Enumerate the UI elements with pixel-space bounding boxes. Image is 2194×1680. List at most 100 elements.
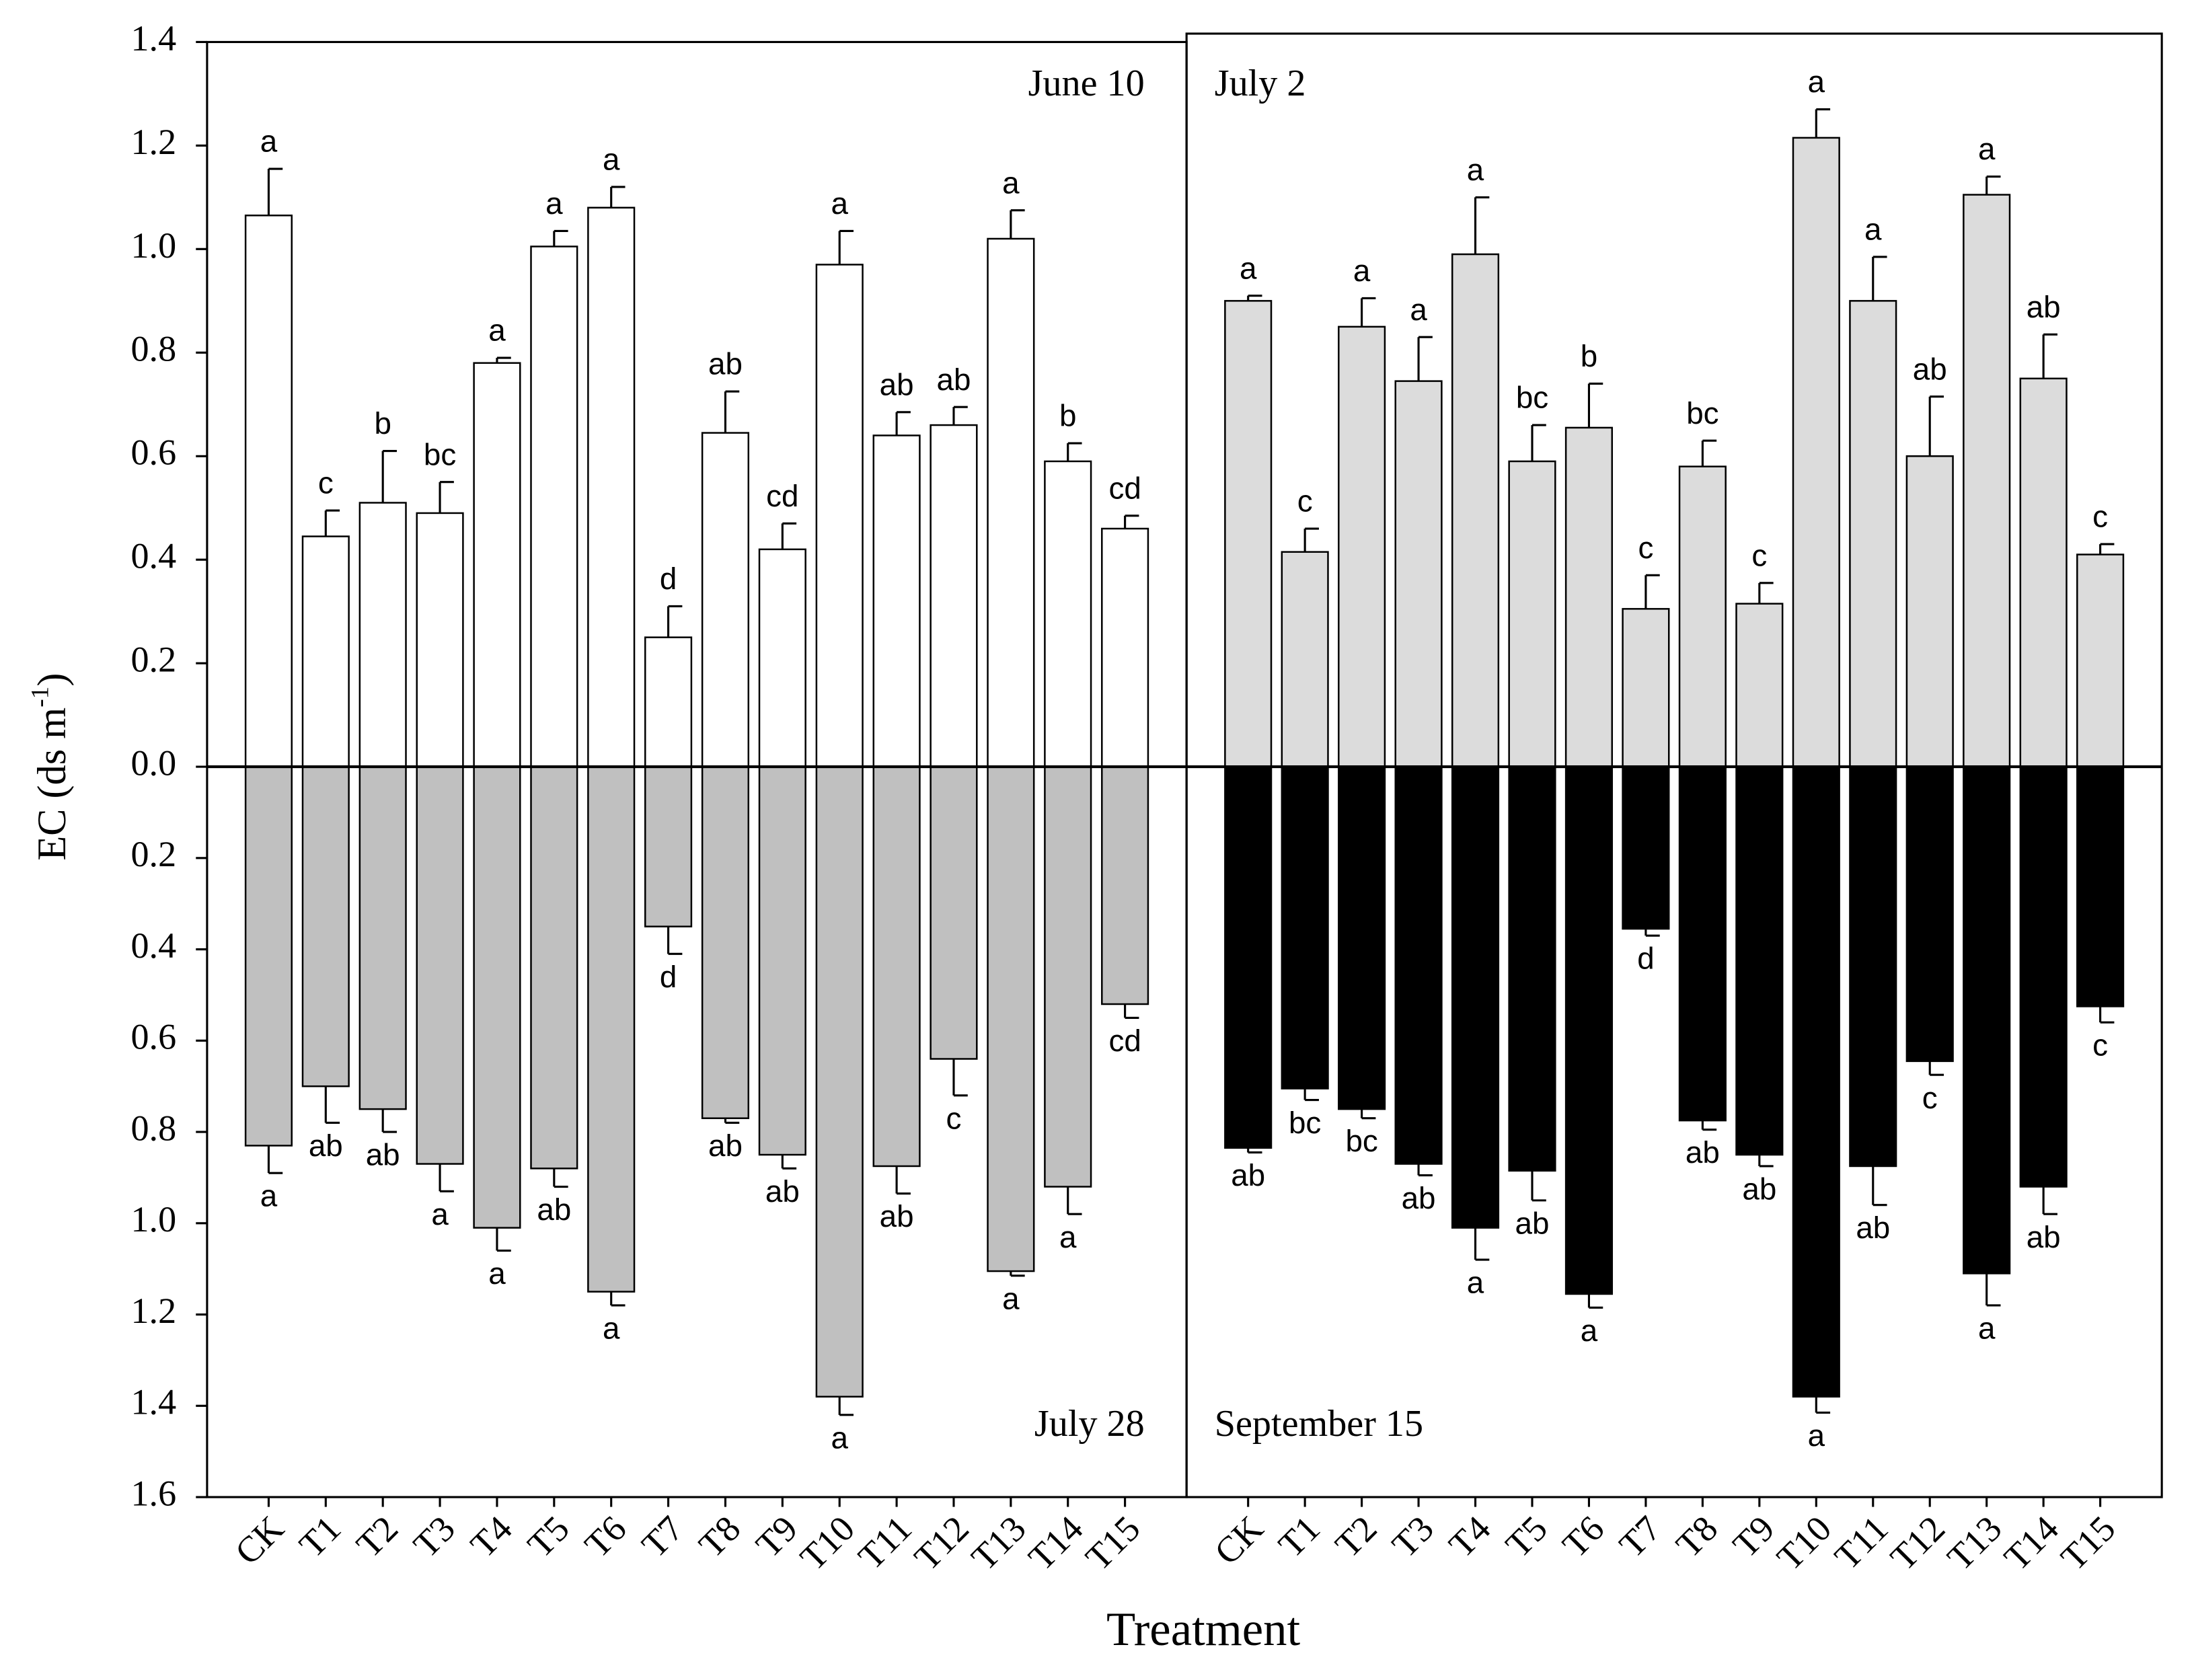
significance-letter: d xyxy=(660,562,677,596)
x-tick-label: T9 xyxy=(748,1508,805,1565)
x-tick-label: T12 xyxy=(1883,1508,1953,1578)
bar xyxy=(244,215,293,768)
x-tick-label: T13 xyxy=(964,1508,1034,1578)
x-tick-label: T2 xyxy=(348,1508,406,1565)
bar xyxy=(758,765,806,1156)
x-tick-label: CK xyxy=(1207,1508,1271,1572)
bar xyxy=(758,548,806,768)
y-axis-label-part: ) xyxy=(30,673,75,686)
significance-letter: c xyxy=(1638,531,1653,565)
significance-letter: ab xyxy=(708,347,743,381)
bar xyxy=(1044,765,1092,1188)
x-tick-label: T10 xyxy=(1769,1508,1839,1578)
x-tick-label: CK xyxy=(227,1508,292,1572)
significance-letter: cd xyxy=(1108,471,1141,505)
x-tick-label: T13 xyxy=(1940,1508,2010,1578)
bar xyxy=(530,765,578,1170)
panel-title: September 15 xyxy=(1215,1403,1423,1445)
y2-tick-label: 0.6 xyxy=(131,1017,177,1057)
significance-letter: bc xyxy=(1345,1124,1377,1158)
x-tick-label: T7 xyxy=(634,1508,691,1565)
y-axis-label-sup: -1 xyxy=(26,687,54,708)
significance-letter: a xyxy=(545,186,563,221)
significance-letter: ab xyxy=(1515,1206,1550,1240)
bar xyxy=(1735,765,1784,1156)
bar xyxy=(1224,765,1273,1149)
y-tick-label: 1.0 xyxy=(131,225,177,266)
bar xyxy=(1281,765,1329,1090)
significance-letter: cd xyxy=(766,479,798,513)
significance-letter: a xyxy=(1002,165,1020,200)
bar xyxy=(416,512,464,768)
significance-letter: a xyxy=(1808,1418,1825,1453)
panel-title: July 2 xyxy=(1215,63,1306,104)
bar xyxy=(358,502,407,768)
significance-letter: ab xyxy=(1231,1158,1265,1192)
significance-letter: ab xyxy=(537,1192,571,1227)
y2-tick-label: 1.0 xyxy=(131,1199,177,1239)
x-tick-label: T14 xyxy=(1021,1508,1091,1578)
y-tick-label: 0.4 xyxy=(131,536,177,576)
bar xyxy=(1963,765,2011,1274)
significance-letter: a xyxy=(1002,1281,1020,1315)
bar xyxy=(1101,765,1149,1005)
significance-letter: ab xyxy=(309,1129,343,1163)
significance-letter: a xyxy=(1978,132,1996,166)
significance-letter: ab xyxy=(1402,1181,1436,1215)
significance-letter: a xyxy=(1581,1313,1598,1348)
bar xyxy=(1508,460,1556,768)
y-axis-label: EC (ds m-1) xyxy=(26,673,75,860)
significance-letter: cd xyxy=(1108,1024,1141,1058)
bar xyxy=(1564,426,1614,768)
significance-letter: c xyxy=(2092,500,2108,534)
y-tick-label: 1.2 xyxy=(131,122,177,162)
bar xyxy=(1678,465,1727,768)
x-tick-label: T5 xyxy=(1498,1508,1555,1565)
bar xyxy=(1792,765,1840,1398)
significance-letter: ab xyxy=(1913,352,1947,386)
y-tick-label: 0.6 xyxy=(131,432,177,473)
significance-letter: a xyxy=(1978,1311,1996,1346)
bar xyxy=(301,535,350,768)
bar xyxy=(1044,460,1092,768)
significance-letter: bc xyxy=(424,437,456,471)
bar xyxy=(930,765,978,1060)
bar xyxy=(1394,765,1443,1165)
x-tick-label: T5 xyxy=(520,1508,577,1565)
panel-frame xyxy=(206,40,1188,1498)
bar xyxy=(815,765,864,1398)
x-tick-label: T1 xyxy=(1271,1508,1328,1565)
x-tick-label: T6 xyxy=(1554,1508,1612,1565)
significance-letter: a xyxy=(1240,251,1257,285)
significance-letter: a xyxy=(260,124,278,159)
x-tick-label: T12 xyxy=(907,1508,977,1578)
significance-letter: a xyxy=(1059,1220,1077,1254)
y-axis-label-part: EC (ds m xyxy=(30,708,75,861)
bar xyxy=(416,765,464,1165)
panel-title: June 10 xyxy=(1028,63,1145,104)
y2-tick-label: 0.2 xyxy=(131,834,177,874)
bar xyxy=(1451,765,1500,1229)
bar xyxy=(987,765,1035,1272)
bar xyxy=(1281,551,1329,768)
significance-letter: b xyxy=(1059,399,1076,433)
bar xyxy=(701,432,750,768)
bar xyxy=(358,765,407,1110)
bar xyxy=(2076,765,2125,1007)
bar xyxy=(2076,553,2125,768)
y-tick-label: 0.0 xyxy=(131,742,177,783)
significance-letter: a xyxy=(1467,1266,1484,1300)
y2-tick-label: 0.8 xyxy=(131,1108,177,1148)
bar xyxy=(872,765,921,1168)
significance-letter: a xyxy=(831,186,848,221)
significance-letter: c xyxy=(2092,1028,2108,1063)
bar xyxy=(1905,765,1954,1063)
significance-letter: a xyxy=(1353,254,1371,288)
significance-letter: bc xyxy=(1686,396,1718,430)
bar xyxy=(1338,765,1386,1110)
y2-tick-label: 1.6 xyxy=(131,1473,177,1513)
x-tick-label: T4 xyxy=(1441,1508,1499,1565)
y2-tick-label: 1.4 xyxy=(131,1382,177,1422)
significance-letter: c xyxy=(1297,484,1313,519)
